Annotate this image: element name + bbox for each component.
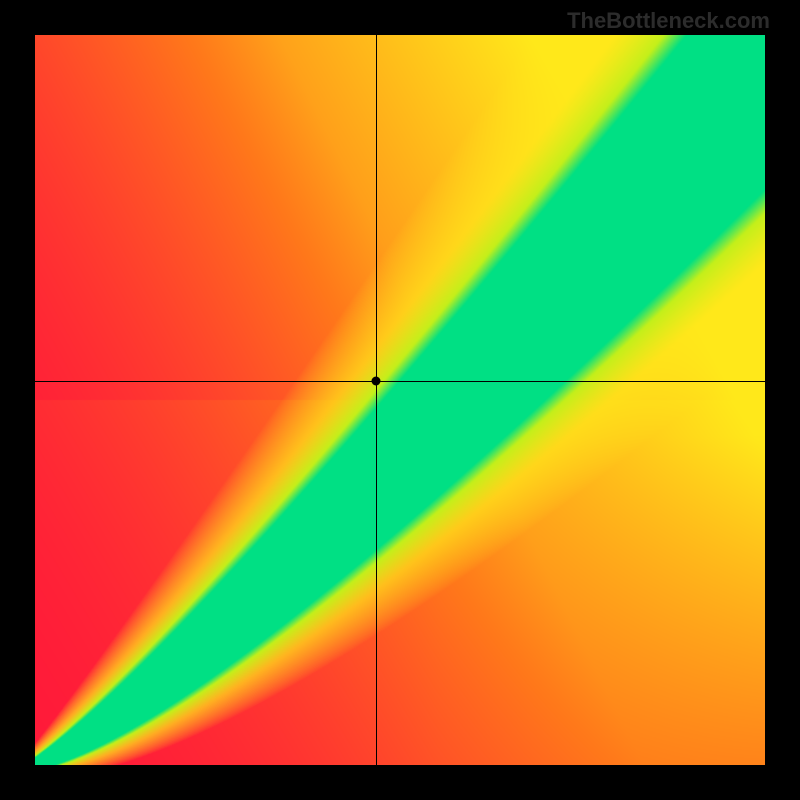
watermark-text: TheBottleneck.com [567,8,770,34]
heatmap-canvas [35,35,765,765]
crosshair-horizontal [35,381,765,382]
crosshair-vertical [376,35,377,765]
crosshair-marker-dot [371,377,380,386]
plot-area [35,35,765,765]
